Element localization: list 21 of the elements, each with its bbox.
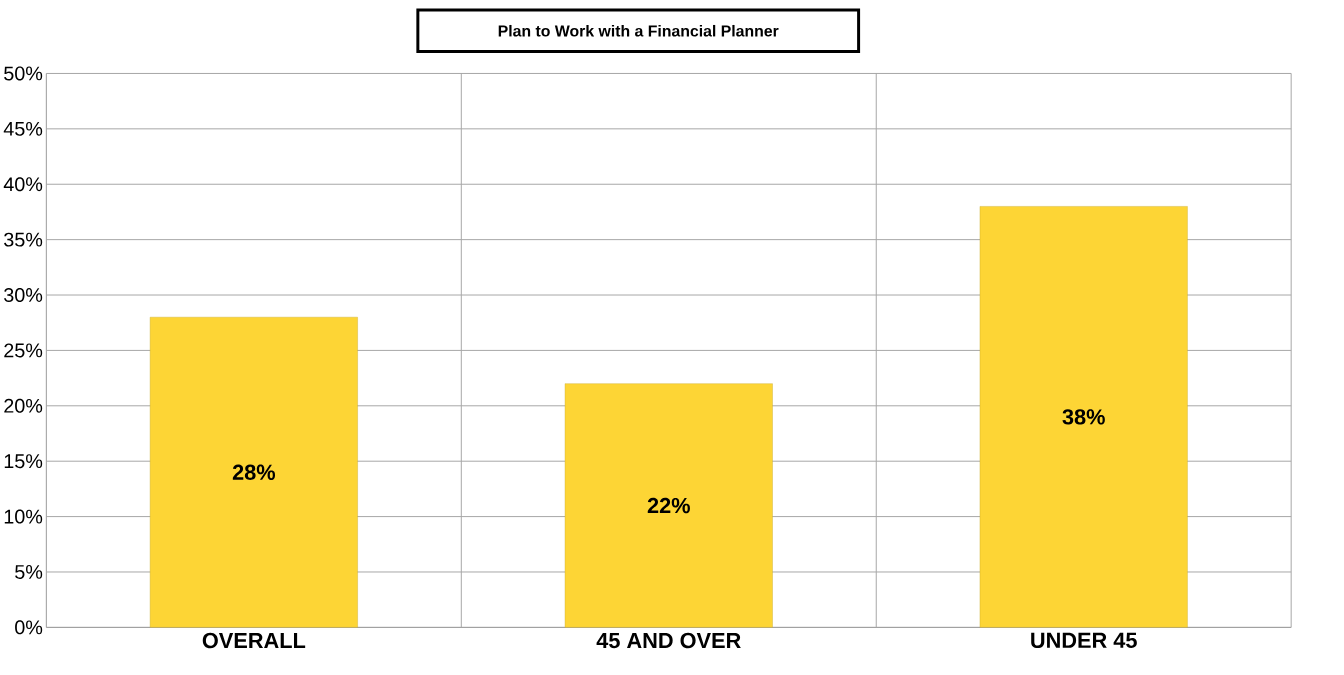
- y-tick-label: 5%: [15, 565, 43, 579]
- y-tick-label: 35%: [4, 232, 43, 247]
- x-tick-label: 45 AND OVER: [596, 632, 741, 649]
- data-label: 22%: [647, 497, 690, 514]
- data-label: 28%: [232, 464, 276, 480]
- y-tick-label: 40%: [3, 177, 43, 192]
- bar: [979, 206, 1188, 628]
- chart-title: Plan to Work with a Financial Planner: [498, 24, 779, 37]
- y-tick-label: 0%: [15, 620, 43, 635]
- y-tick-label: 10%: [4, 509, 43, 524]
- x-tick-label: UNDER 45: [1031, 632, 1137, 649]
- y-tick-label: 15%: [4, 454, 43, 469]
- y-tick-label: 20%: [4, 398, 43, 413]
- y-tick-label: 30%: [4, 288, 43, 303]
- y-tick-label: 50%: [4, 66, 43, 81]
- bar: [564, 383, 773, 628]
- y-tick-label: 45%: [3, 121, 43, 136]
- y-tick-label: 25%: [4, 343, 43, 358]
- bar: [149, 316, 358, 628]
- data-label: 38%: [1062, 409, 1105, 425]
- x-tick-label: OVERALL: [202, 632, 306, 649]
